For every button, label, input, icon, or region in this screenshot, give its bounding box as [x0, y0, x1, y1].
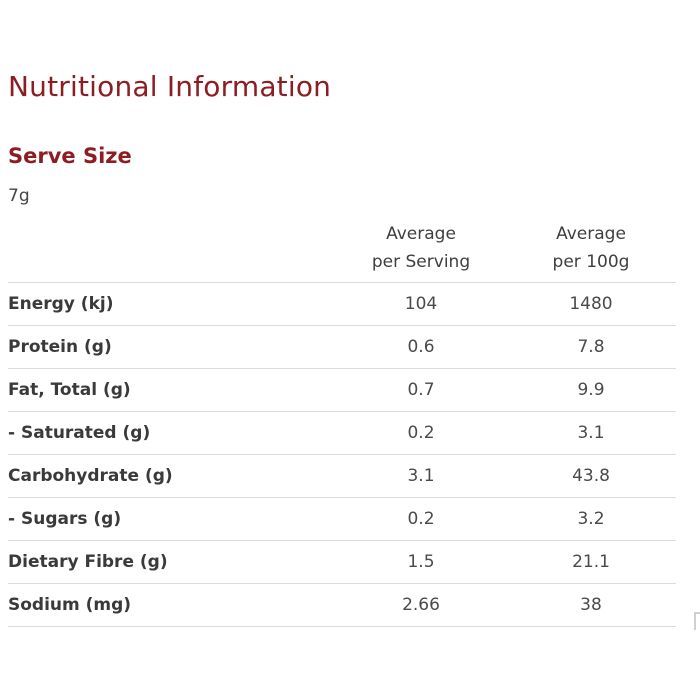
nutrient-name: - Saturated (g) [8, 411, 336, 455]
nutrient-name: - Sugars (g) [8, 497, 336, 541]
header-per-serving: Average per Serving [336, 213, 506, 283]
nutrient-name: Carbohydrate (g) [8, 454, 336, 498]
nutrient-name: Energy (kj) [8, 282, 336, 326]
per-100g-value: 38 [506, 583, 676, 627]
per-serving-value: 2.66 [336, 583, 506, 627]
per-serving-value: 0.2 [336, 497, 506, 541]
nutrition-table: Average per Serving Average per 100g Ene… [8, 213, 676, 627]
header-per-serving-line1: Average [386, 223, 456, 244]
header-per-100g-line1: Average [556, 223, 626, 244]
header-per-100g: Average per 100g [506, 213, 676, 283]
serve-size-label: Serve Size [8, 144, 132, 168]
per-100g-value: 1480 [506, 282, 676, 326]
per-100g-value: 21.1 [506, 540, 676, 584]
header-per-serving-line2: per Serving [371, 251, 471, 272]
per-100g-value: 3.1 [506, 411, 676, 455]
nutrient-name: Protein (g) [8, 325, 336, 369]
table-row: Protein (g) 0.6 7.8 [8, 325, 676, 369]
per-serving-value: 0.7 [336, 368, 506, 412]
header-per-100g-line2: per 100g [552, 251, 630, 272]
nutrient-name: Sodium (mg) [8, 583, 336, 627]
per-100g-value: 9.9 [506, 368, 676, 412]
nutrient-name: Dietary Fibre (g) [8, 540, 336, 584]
table-header-row: Average per Serving Average per 100g [8, 213, 676, 283]
table-row: Sodium (mg) 2.66 38 [8, 583, 676, 627]
per-serving-value: 3.1 [336, 454, 506, 498]
table-row: Dietary Fibre (g) 1.5 21.1 [8, 540, 676, 584]
per-100g-value: 43.8 [506, 454, 676, 498]
per-serving-value: 0.6 [336, 325, 506, 369]
table-row: Energy (kj) 104 1480 [8, 282, 676, 326]
edge-divider [694, 612, 700, 630]
serve-size-value: 7g [8, 186, 30, 206]
table-row: - Sugars (g) 0.2 3.2 [8, 497, 676, 541]
table-row: - Saturated (g) 0.2 3.1 [8, 411, 676, 455]
per-serving-value: 104 [336, 282, 506, 326]
per-serving-value: 1.5 [336, 540, 506, 584]
table-row: Fat, Total (g) 0.7 9.9 [8, 368, 676, 412]
table-row: Carbohydrate (g) 3.1 43.8 [8, 454, 676, 498]
per-100g-value: 7.8 [506, 325, 676, 369]
per-serving-value: 0.2 [336, 411, 506, 455]
nutrient-name: Fat, Total (g) [8, 368, 336, 412]
per-100g-value: 3.2 [506, 497, 676, 541]
header-nutrient [8, 213, 336, 283]
page-title: Nutritional Information [8, 70, 332, 103]
